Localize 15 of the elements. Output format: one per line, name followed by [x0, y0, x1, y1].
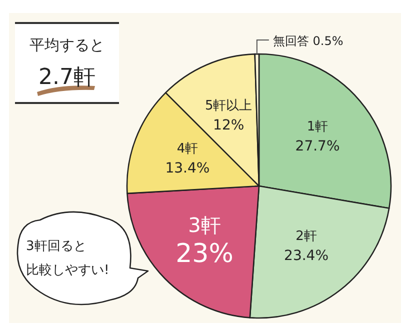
text: 平均すると 2.7軒	[30, 36, 104, 90]
text: 比較しやすい!	[26, 263, 110, 278]
data-label: 12%	[213, 118, 244, 134]
data-label: 27.7%	[295, 138, 340, 155]
slice-label: 4軒	[176, 142, 198, 157]
data-label: 23.4%	[284, 248, 329, 264]
slice-label: 無回答	[272, 34, 313, 48]
slice-label: 1軒	[306, 120, 328, 135]
text: 3軒回ると	[26, 239, 86, 254]
data-label: 0.5%	[312, 34, 344, 48]
slice-label: 2軒	[296, 229, 317, 244]
data-label: 13.4%	[165, 160, 210, 177]
slice-label: 5軒以上	[204, 98, 252, 114]
slice-label: 3軒	[188, 212, 221, 237]
data-label: 23%	[176, 238, 234, 269]
